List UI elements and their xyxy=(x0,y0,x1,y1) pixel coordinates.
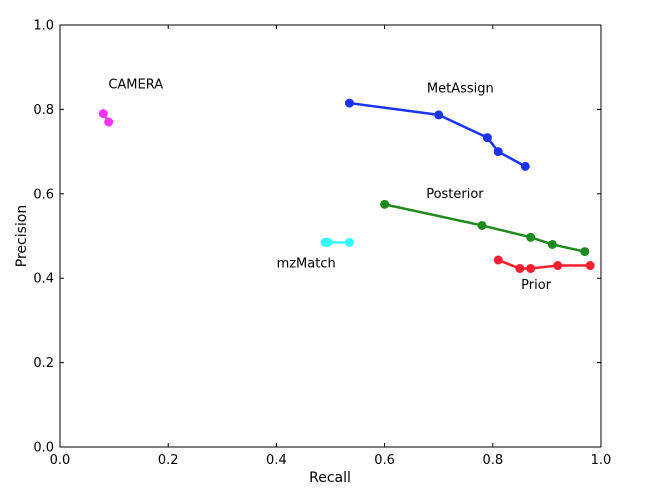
y-tick-label: 0.6 xyxy=(33,187,54,202)
series-posterior: Posterior xyxy=(380,187,590,257)
y-axis-title: Precision xyxy=(14,205,30,267)
series-mzmatch: mzMatch xyxy=(277,237,354,272)
y-tick-label: 0.8 xyxy=(33,103,54,118)
x-tick-label: 0.8 xyxy=(482,453,503,468)
y-tick-label: 0.2 xyxy=(33,356,54,371)
data-point-metassign xyxy=(493,147,503,157)
plot-area xyxy=(59,24,602,448)
series-camera: CAMERA xyxy=(98,77,163,127)
data-point-posterior xyxy=(477,220,487,230)
data-point-metassign xyxy=(344,98,354,108)
series-label-camera: CAMERA xyxy=(108,77,163,92)
data-point-metassign xyxy=(434,110,444,120)
series-label-metassign: MetAssign xyxy=(427,82,494,97)
y-tick-label: 0.4 xyxy=(33,272,54,287)
x-axis-title: Recall xyxy=(309,470,351,486)
data-point-mzmatch xyxy=(344,237,354,247)
data-point-camera xyxy=(98,109,108,119)
data-series: CAMERA MetAssign Posterior mzMatch Prior xyxy=(98,77,595,293)
data-point-metassign xyxy=(520,161,530,171)
data-point-prior xyxy=(493,255,503,265)
data-point-prior xyxy=(553,261,563,271)
series-label-posterior: Posterior xyxy=(426,187,484,202)
x-tick-label: 0.6 xyxy=(374,453,395,468)
data-point-mzmatch xyxy=(323,237,333,247)
data-point-posterior xyxy=(380,199,390,209)
series-label-mzmatch: mzMatch xyxy=(277,257,336,272)
series-prior: Prior xyxy=(493,255,595,293)
data-point-metassign xyxy=(482,133,492,143)
x-tick-label: 0.2 xyxy=(158,453,179,468)
data-point-prior xyxy=(526,263,536,273)
series-label-prior: Prior xyxy=(521,278,552,293)
data-point-prior xyxy=(515,263,525,273)
data-point-camera xyxy=(104,117,114,127)
y-tick-label: 1.0 xyxy=(33,19,54,34)
axis-ticks: 0.0 0.2 0.4 0.6 0.8 1.0 0.0 0.2 0.4 0.6 0.8 1.0 xyxy=(33,19,611,469)
data-point-posterior xyxy=(580,247,590,257)
series-metassign: MetAssign xyxy=(344,82,530,171)
data-point-posterior xyxy=(526,232,536,242)
x-tick-label: 1.0 xyxy=(591,453,612,468)
x-tick-label: 0.0 xyxy=(50,453,71,468)
data-point-posterior xyxy=(547,239,557,249)
y-tick-label: 0.0 xyxy=(33,441,54,456)
x-tick-label: 0.4 xyxy=(266,453,287,468)
data-point-prior xyxy=(585,261,595,271)
